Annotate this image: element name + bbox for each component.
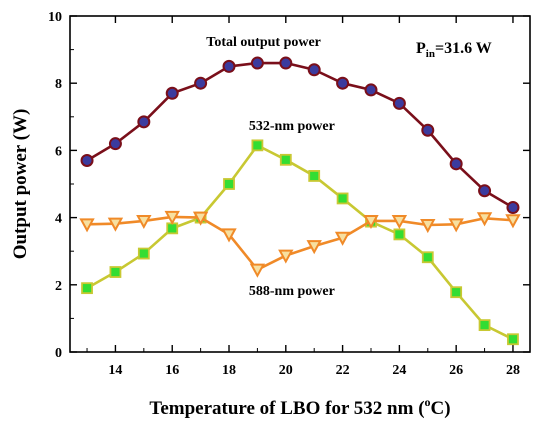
data-point — [476, 212, 493, 227]
y-tick-label: 8 — [55, 77, 62, 92]
y-tick-label: 10 — [48, 10, 62, 25]
data-point — [223, 178, 235, 190]
series-2 — [81, 139, 519, 346]
x-tick-label: 26 — [449, 363, 463, 378]
x-tick-label: 18 — [222, 363, 236, 378]
data-point — [137, 115, 151, 129]
data-point — [194, 76, 208, 90]
data-point — [420, 218, 436, 234]
data-point — [107, 217, 124, 232]
series-line — [87, 215, 514, 271]
x-tick-label: 28 — [506, 363, 520, 378]
data-point — [507, 333, 519, 346]
x-tick-label: 16 — [165, 363, 179, 378]
data-point — [307, 63, 321, 77]
y-tick-label: 6 — [55, 144, 62, 159]
data-point — [192, 211, 209, 226]
data-point — [109, 266, 122, 278]
series-annotation: 532-nm power — [249, 119, 335, 134]
x-tick-label: 24 — [392, 363, 406, 378]
data-point — [108, 137, 122, 151]
data-point — [251, 139, 264, 152]
y-tick-label: 4 — [55, 212, 62, 227]
annotation-layer: Total output power 532-nm power 588-nm pow… — [206, 35, 335, 299]
data-point — [421, 123, 435, 137]
data-point — [421, 251, 434, 264]
y-tick-label: 2 — [55, 279, 62, 294]
y-tick-label: 0 — [55, 346, 62, 361]
pin-label-sub: in — [426, 48, 435, 60]
data-point — [478, 319, 491, 332]
data-point — [136, 214, 152, 230]
data-point — [449, 157, 463, 171]
data-point — [249, 263, 266, 278]
series-3 — [79, 210, 521, 278]
x-axis-title: Temperature of LBO for 532 nm (oC) — [149, 395, 450, 419]
data-point — [137, 247, 150, 260]
data-point — [164, 210, 180, 226]
data-point — [363, 214, 379, 230]
data-point — [250, 56, 264, 70]
data-point — [79, 218, 95, 233]
pin-label-tail: =31.6 W — [435, 40, 492, 57]
data-point — [478, 184, 492, 198]
data-point — [279, 56, 293, 70]
data-point — [165, 86, 179, 100]
pin-label: Pin=31.6 W — [416, 40, 492, 60]
data-point — [81, 282, 93, 295]
data-point — [393, 228, 406, 241]
data-point — [222, 59, 236, 73]
data-point — [306, 240, 322, 255]
y-axis-title: Output power (W) — [10, 109, 31, 260]
data-point — [506, 201, 520, 215]
series-line — [86, 61, 514, 209]
series-annotation: Total output power — [206, 35, 321, 50]
data-point — [336, 192, 349, 205]
data-point — [334, 231, 351, 246]
x-axis-title-sup: o — [425, 395, 431, 409]
data-point — [336, 76, 350, 90]
x-tick-label: 22 — [336, 363, 350, 378]
data-point — [80, 153, 94, 167]
data-point — [450, 286, 463, 299]
series-1 — [80, 56, 520, 215]
data-point — [279, 153, 292, 166]
x-tick-label: 14 — [108, 363, 122, 378]
data-point — [308, 170, 321, 182]
data-point — [278, 249, 294, 264]
series-line — [86, 144, 514, 341]
series-annotation: 588-nm power — [249, 284, 335, 299]
x-axis-title-tail: C) — [431, 398, 451, 419]
data-point — [505, 214, 521, 229]
data-point — [392, 96, 406, 110]
x-tick-label: 20 — [279, 363, 293, 378]
data-point — [448, 218, 464, 233]
data-point — [221, 228, 237, 243]
series-layer — [79, 56, 521, 346]
data-point — [364, 83, 378, 97]
data-point — [391, 214, 408, 230]
